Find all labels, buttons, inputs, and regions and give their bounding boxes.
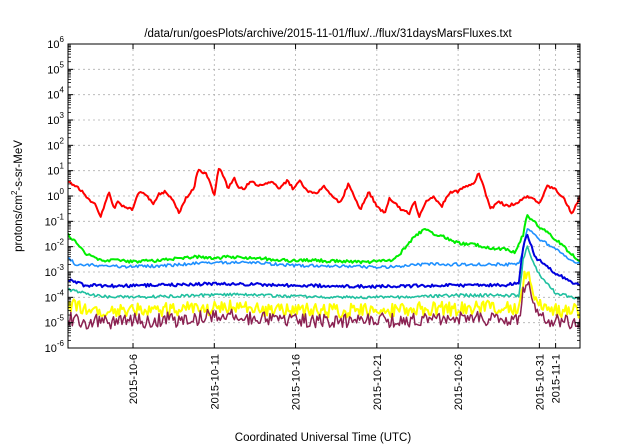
y-axis-label: protons/cm2-s-sr-MeV <box>10 140 25 252</box>
y-tick-exponent: -6 <box>57 339 65 348</box>
y-tick-base: 10 <box>45 292 57 304</box>
y-tick-exponent: 1 <box>60 162 65 171</box>
y-tick-base: 10 <box>47 140 59 152</box>
y-tick-exponent: -4 <box>57 288 65 297</box>
y-tick-label: 100 <box>47 187 64 203</box>
series-line-7 <box>68 281 580 330</box>
y-tick-label: 10-1 <box>45 212 65 228</box>
y-axis-label-sup: 2 <box>10 190 19 195</box>
axis-ticks <box>68 43 580 349</box>
chart-title: /data/run/goesPlots/archive/2015-11-01/f… <box>144 28 512 40</box>
y-tick-label: 101 <box>47 162 64 178</box>
x-tick-label: 2015-11-1 <box>551 354 563 403</box>
y-tick-base: 10 <box>45 318 57 330</box>
y-tick-exponent: -2 <box>57 238 65 247</box>
y-tick-base: 10 <box>47 90 59 102</box>
y-tick-base: 10 <box>47 166 59 178</box>
y-tick-label: 102 <box>47 136 64 152</box>
y-tick-exponent: -5 <box>57 314 65 323</box>
x-tick-label: 2015-10-26 <box>453 354 465 410</box>
y-tick-labels: 10-610-510-410-310-210-11001011021031041… <box>45 35 65 355</box>
y-tick-base: 10 <box>45 343 57 355</box>
y-axis-label-rest: -s-sr-MeV <box>13 140 25 191</box>
series-layer <box>68 167 580 330</box>
series-line-1 <box>68 167 580 218</box>
y-tick-base: 10 <box>47 191 59 203</box>
series-line-4 <box>68 233 580 289</box>
y-tick-exponent: -3 <box>57 263 65 272</box>
y-tick-exponent: -1 <box>57 212 65 221</box>
series-line-6 <box>68 270 580 319</box>
x-tick-label: 2015-10-16 <box>291 354 303 410</box>
x-tick-label: 2015-10-6 <box>128 354 140 404</box>
y-tick-base: 10 <box>45 267 57 279</box>
y-tick-base: 10 <box>47 39 59 51</box>
y-tick-label: 105 <box>47 60 64 76</box>
y-tick-base: 10 <box>47 64 59 76</box>
y-tick-label: 10-3 <box>45 263 65 279</box>
y-tick-exponent: 2 <box>60 136 65 145</box>
x-axis-label: Coordinated Universal Time (UTC) <box>235 432 412 444</box>
y-tick-base: 10 <box>47 115 59 127</box>
x-tick-label: 2015-10-11 <box>209 354 221 409</box>
y-tick-base: 10 <box>45 242 57 254</box>
y-tick-label: 10-6 <box>45 339 65 355</box>
x-tick-label: 2015-10-21 <box>372 354 384 410</box>
y-axis-label-base: protons/cm <box>13 195 25 252</box>
grid-lines <box>68 44 580 348</box>
y-tick-label: 103 <box>47 111 64 127</box>
y-tick-label: 10-4 <box>45 288 65 304</box>
y-tick-label: 10-2 <box>45 238 65 254</box>
y-tick-exponent: 3 <box>60 111 65 120</box>
y-tick-label: 106 <box>47 35 64 51</box>
x-tick-labels: 2015-10-6 2015-10-11 2015-10-16 2015-10-21 2… <box>128 354 563 410</box>
y-tick-label: 104 <box>47 86 64 102</box>
series-line-5 <box>68 245 580 300</box>
x-tick-label: 2015-10-31 <box>534 354 546 410</box>
series-line-2 <box>68 214 580 265</box>
y-tick-exponent: 4 <box>60 86 65 95</box>
y-tick-label: 10-5 <box>45 314 65 330</box>
y-tick-exponent: 6 <box>60 35 65 44</box>
y-tick-base: 10 <box>45 216 57 228</box>
series-line-3 <box>68 228 580 270</box>
y-tick-exponent: 5 <box>60 60 65 69</box>
y-tick-exponent: 0 <box>60 187 65 196</box>
